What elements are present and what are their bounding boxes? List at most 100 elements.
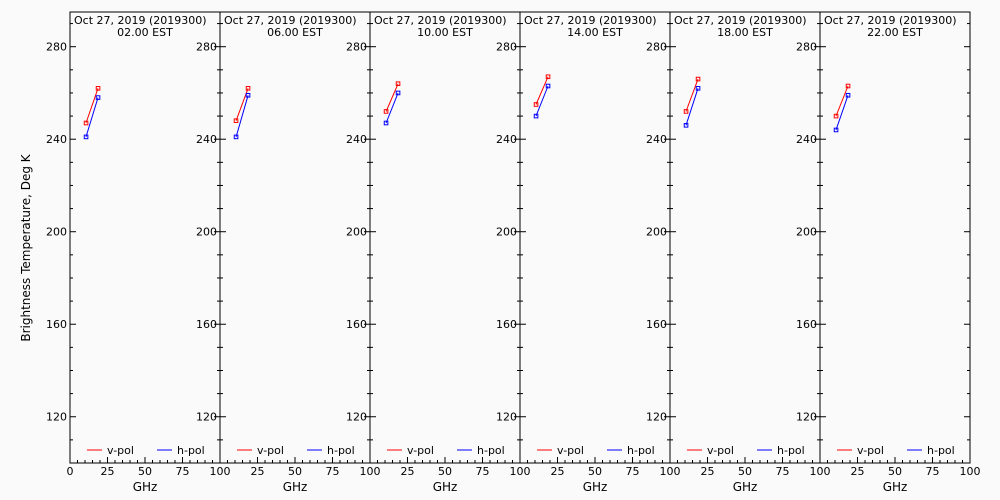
y-tick-label: 240	[646, 133, 667, 146]
y-tick-label: 280	[796, 41, 817, 54]
x-tick-label: 50	[888, 465, 902, 478]
panel-time: 02.00 EST	[117, 26, 173, 39]
x-tick-label: 75	[776, 465, 790, 478]
data-point-h-pol	[845, 92, 851, 98]
legend-label-v-pol: v-pol	[857, 444, 884, 457]
panel-6: Oct 27, 2019 (2019300)22.00 EST 120 160 200…	[796, 11, 981, 494]
x-axis-label: GHz	[883, 480, 908, 494]
y-tick-label: 280	[46, 41, 67, 54]
x-tick-label: 75	[926, 465, 940, 478]
data-point-h-pol	[395, 90, 401, 96]
data-point-v-pol	[233, 118, 239, 124]
data-point-h-pol	[533, 113, 539, 119]
y-tick-label: 120	[496, 411, 517, 424]
legend-label-h-pol: h-pol	[477, 444, 505, 457]
data-point-v-pol	[383, 109, 389, 114]
data-point-v-pol	[695, 76, 701, 82]
x-tick-label: 50	[588, 465, 602, 478]
legend-label-v-pol: v-pol	[407, 444, 434, 457]
x-tick-label: 50	[138, 465, 152, 478]
y-tick-label: 280	[496, 41, 517, 54]
panel-date: Oct 27, 2019 (2019300)	[824, 14, 957, 27]
series-line-v-pol	[535, 76, 549, 105]
data-point-v-pol	[845, 83, 851, 89]
y-tick-label: 160	[646, 318, 667, 331]
x-tick-label: 100	[960, 465, 981, 478]
panel-time: 06.00 EST	[267, 26, 323, 39]
y-tick-label: 240	[796, 133, 817, 146]
y-tick-label: 120	[46, 411, 67, 424]
x-tick-label: 25	[101, 465, 115, 478]
panel-date: Oct 27, 2019 (2019300)	[524, 14, 657, 27]
y-tick-label: 200	[496, 226, 517, 239]
panels: Oct 27, 2019 (2019300)02.00 EST120160200…	[46, 11, 981, 494]
x-tick-label: 25	[251, 465, 265, 478]
data-point-v-pol	[545, 74, 551, 80]
x-tick-label: 50	[438, 465, 452, 478]
panel-3: Oct 27, 2019 (2019300)10.00 EST 120 160 200…	[346, 11, 531, 494]
data-point-h-pol	[695, 86, 701, 91]
x-tick-label: 75	[326, 465, 340, 478]
panel-time: 14.00 EST	[567, 26, 623, 39]
x-tick-label: 100	[810, 465, 831, 478]
series-line-v-pol	[385, 83, 399, 112]
series-line-h-pol	[385, 92, 399, 124]
x-axis-label: GHz	[583, 480, 608, 494]
panel-time: 10.00 EST	[417, 26, 473, 39]
data-point-h-pol	[95, 95, 101, 100]
legend-label-v-pol: v-pol	[707, 444, 734, 457]
data-point-h-pol	[383, 120, 389, 126]
x-tick-label: 0	[67, 465, 74, 478]
x-tick-label: 100	[510, 465, 531, 478]
legend-label-h-pol: h-pol	[177, 444, 205, 457]
y-tick-label: 280	[646, 41, 667, 54]
legend-label-h-pol: h-pol	[627, 444, 655, 457]
series-line-v-pol	[85, 88, 99, 124]
y-tick-label: 120	[796, 411, 817, 424]
panel-1: Oct 27, 2019 (2019300)02.00 EST 120 160 200…	[46, 11, 231, 494]
legend-label-h-pol: h-pol	[927, 444, 955, 457]
data-point-v-pol	[833, 113, 839, 119]
panel-frame	[819, 11, 971, 464]
x-tick-label: 75	[626, 465, 640, 478]
series-line-v-pol	[835, 85, 849, 117]
series-line-h-pol	[85, 97, 99, 138]
x-tick-label: 75	[476, 465, 490, 478]
series-line-v-pol	[685, 78, 699, 112]
series-line-h-pol	[835, 95, 849, 131]
y-tick-label: 120	[646, 411, 667, 424]
legend-label-v-pol: v-pol	[107, 444, 134, 457]
panel-5: Oct 27, 2019 (2019300)18.00 EST 120 160 200…	[646, 11, 831, 494]
data-point-h-pol	[233, 134, 239, 140]
y-tick-label: 240	[496, 133, 517, 146]
legend-label-v-pol: v-pol	[557, 444, 584, 457]
x-tick-label: 50	[288, 465, 302, 478]
data-point-v-pol	[95, 86, 101, 91]
x-tick-label: 100	[360, 465, 381, 478]
panel-date: Oct 27, 2019 (2019300)	[74, 14, 207, 27]
data-point-h-pol	[545, 83, 551, 89]
data-point-h-pol	[683, 123, 689, 128]
data-point-h-pol	[245, 92, 251, 98]
x-axis-label: GHz	[133, 480, 158, 494]
y-tick-label: 280	[196, 41, 217, 54]
y-tick-label: 160	[346, 318, 367, 331]
x-axis-label: GHz	[433, 480, 458, 494]
legend-label-v-pol: v-pol	[257, 444, 284, 457]
x-axis-label: GHz	[283, 480, 308, 494]
y-tick-label: 160	[796, 318, 817, 331]
y-tick-label: 160	[196, 318, 217, 331]
y-tick-label: 240	[46, 133, 67, 146]
data-point-h-pol	[83, 134, 89, 140]
y-axis-label: Brightness Temperature, Deg K	[19, 153, 33, 341]
series-line-h-pol	[235, 95, 249, 138]
panel-date: Oct 27, 2019 (2019300)	[224, 14, 357, 27]
panel-2: Oct 27, 2019 (2019300)06.00 EST 120 160 200…	[196, 11, 381, 494]
data-point-v-pol	[245, 86, 251, 91]
x-tick-label: 25	[551, 465, 565, 478]
y-tick-label: 160	[46, 318, 67, 331]
x-axis-label: GHz	[733, 480, 758, 494]
data-point-h-pol	[833, 127, 839, 133]
data-point-v-pol	[83, 120, 89, 126]
